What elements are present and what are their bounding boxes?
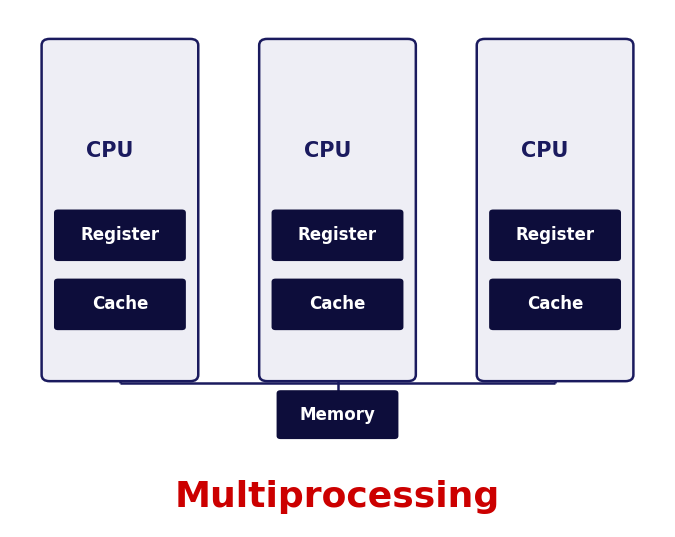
Text: Register: Register [298, 226, 377, 244]
FancyBboxPatch shape [489, 279, 621, 330]
FancyBboxPatch shape [477, 39, 633, 381]
FancyBboxPatch shape [271, 209, 404, 261]
Text: Multiprocessing: Multiprocessing [175, 480, 500, 514]
FancyBboxPatch shape [259, 39, 416, 381]
FancyBboxPatch shape [42, 39, 198, 381]
Text: CPU: CPU [521, 141, 569, 161]
FancyBboxPatch shape [54, 279, 186, 330]
Text: CPU: CPU [86, 141, 134, 161]
FancyBboxPatch shape [277, 390, 398, 439]
Text: CPU: CPU [304, 141, 351, 161]
Text: Cache: Cache [309, 295, 366, 314]
FancyBboxPatch shape [54, 209, 186, 261]
Text: Cache: Cache [92, 295, 148, 314]
Text: Cache: Cache [527, 295, 583, 314]
FancyBboxPatch shape [271, 279, 404, 330]
Text: Register: Register [516, 226, 595, 244]
Text: Memory: Memory [300, 405, 375, 424]
Text: Register: Register [80, 226, 159, 244]
FancyBboxPatch shape [489, 209, 621, 261]
